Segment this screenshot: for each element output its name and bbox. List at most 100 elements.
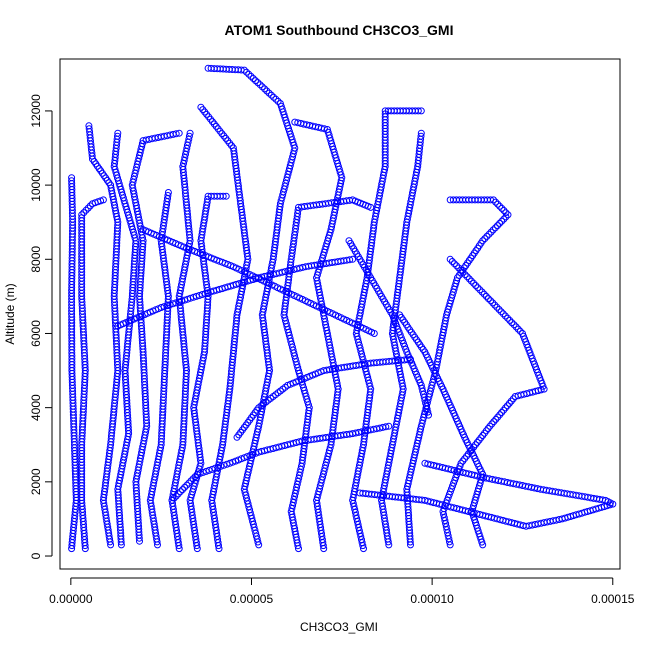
plot-frame <box>59 58 621 570</box>
data-point <box>99 196 107 204</box>
data-point <box>500 406 508 414</box>
data-point <box>467 277 475 285</box>
data-point <box>249 75 257 82</box>
data-point <box>196 469 204 477</box>
data-point <box>417 129 425 137</box>
data-point <box>457 459 465 467</box>
y-tick-label: 0 <box>29 552 43 559</box>
data-points <box>68 64 617 553</box>
y-axis-label: Altitude (m) <box>3 283 17 344</box>
data-point <box>507 397 515 405</box>
data-point <box>258 83 266 91</box>
data-point <box>382 423 390 431</box>
data-point <box>476 286 484 294</box>
data-point <box>489 299 497 307</box>
data-point <box>519 330 526 337</box>
data-point <box>78 211 86 219</box>
data-point <box>499 310 507 318</box>
data-point <box>514 325 522 333</box>
data-point <box>186 129 194 137</box>
data-point <box>496 411 504 419</box>
data-point <box>480 290 488 298</box>
data-point <box>459 268 467 276</box>
data-point <box>214 463 222 471</box>
data-point <box>172 130 180 138</box>
data-point <box>86 202 94 210</box>
data-point <box>487 297 495 305</box>
data-point <box>219 192 227 200</box>
data-point <box>463 452 470 460</box>
data-point <box>407 355 414 363</box>
data-point <box>498 217 506 225</box>
data-point <box>512 323 520 331</box>
x-axis: 0.00000 0.00005 0.00010 0.00015 <box>49 577 635 606</box>
data-point <box>495 306 503 313</box>
data-point <box>274 97 282 105</box>
data-point <box>510 321 518 329</box>
data-point <box>220 461 228 469</box>
data-point <box>84 204 92 212</box>
data-point <box>396 311 404 319</box>
data-point <box>446 255 454 263</box>
data-point <box>164 192 172 199</box>
data-point <box>497 308 505 316</box>
data-point <box>370 330 378 337</box>
data-point <box>503 402 511 410</box>
data-point <box>482 427 490 435</box>
data-point <box>505 399 513 407</box>
data-point <box>164 189 172 196</box>
data-point <box>68 177 76 185</box>
data-point <box>114 132 121 140</box>
data-point <box>272 95 280 103</box>
data-point <box>479 237 487 245</box>
data-point <box>468 445 476 453</box>
data-point <box>491 301 499 309</box>
y-tick-label: 6000 <box>29 320 43 347</box>
data-point <box>85 125 93 133</box>
data-point <box>472 282 480 289</box>
data-point <box>202 467 210 475</box>
data-point <box>494 200 502 208</box>
data-point <box>204 64 212 72</box>
data-point <box>189 475 197 483</box>
data-point <box>465 275 473 283</box>
data-point <box>491 224 499 232</box>
data-point <box>359 489 367 497</box>
data-point <box>493 303 501 311</box>
data-point <box>501 312 509 320</box>
data-point <box>473 438 481 446</box>
data-point <box>417 132 425 140</box>
data-point <box>267 91 275 99</box>
x-tick-label: 0.00015 <box>591 592 635 606</box>
data-point <box>185 479 193 487</box>
data-point <box>494 222 501 230</box>
y-tick-label: 10000 <box>29 168 43 202</box>
data-point <box>490 418 498 426</box>
data-point <box>277 102 285 110</box>
data-point <box>516 327 524 335</box>
data-point <box>477 434 485 442</box>
data-point <box>68 174 76 182</box>
y-axis: 0 2000 4000 6000 8000 10000 12000 <box>29 94 53 559</box>
data-point <box>449 196 457 204</box>
data-point <box>187 477 195 485</box>
data-point <box>256 81 264 89</box>
data-point <box>403 356 411 364</box>
data-point <box>82 206 90 214</box>
data-point <box>502 404 509 412</box>
data-point <box>484 295 492 303</box>
data-point <box>191 473 199 481</box>
data-point <box>448 258 456 265</box>
data-point <box>472 441 479 449</box>
data-point <box>183 481 191 489</box>
data-point <box>114 129 122 137</box>
data-point <box>222 192 230 200</box>
data-point <box>486 422 494 430</box>
data-point <box>508 319 516 327</box>
data-point <box>489 226 497 234</box>
y-tick-label: 2000 <box>29 468 43 495</box>
data-point <box>414 107 422 115</box>
data-point <box>185 132 193 140</box>
x-tick-label: 0.00005 <box>230 592 274 606</box>
